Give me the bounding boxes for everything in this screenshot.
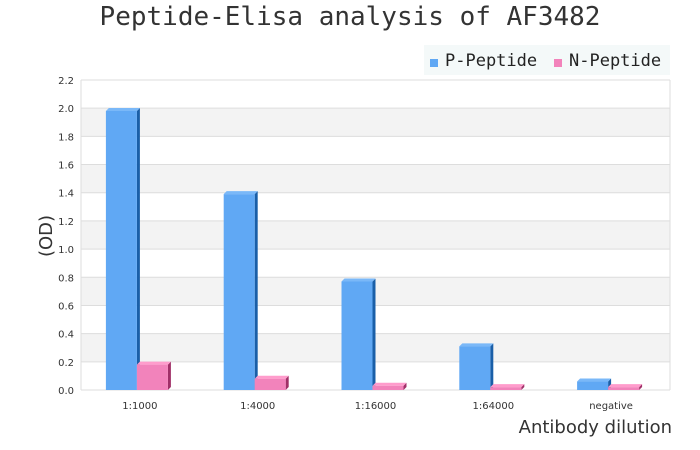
bar-top — [608, 384, 643, 388]
y-tick-label: 1.8 — [58, 132, 74, 143]
bar-side — [403, 382, 407, 390]
chart-title: Peptide-Elisa analysis of AF3482 — [99, 2, 601, 32]
bar-n-peptide-1:64000 — [490, 384, 525, 390]
y-tick-label: 2.0 — [58, 104, 74, 115]
y-tick-label: 1.2 — [58, 217, 74, 228]
x-tick-label: 1:64000 — [473, 401, 515, 412]
y-tick-label: 0.4 — [58, 330, 74, 341]
bar-p-peptide-1:16000 — [341, 278, 376, 390]
y-tick-label: 1.0 — [58, 245, 74, 256]
y-tick-label: 1.4 — [58, 189, 74, 200]
bar-front — [341, 281, 373, 390]
bar-top — [136, 361, 171, 365]
bar-front — [223, 194, 255, 390]
legend-item-p-peptide: P-Peptide — [430, 51, 537, 71]
grid-band — [81, 249, 670, 278]
bar-side — [372, 278, 376, 390]
bar-p-peptide-1:4000 — [223, 191, 258, 390]
bar-n-peptide-1:16000 — [372, 382, 407, 390]
bar-front — [136, 364, 168, 390]
legend-label: N-Peptide — [569, 51, 662, 71]
grid-band — [81, 164, 670, 193]
bar-n-peptide-negative — [608, 384, 643, 390]
bar-front — [459, 346, 491, 390]
bar-side — [167, 361, 171, 390]
grid-band — [81, 108, 670, 137]
x-tick-label: negative — [589, 401, 633, 412]
bar-front — [254, 378, 286, 390]
bar-side — [521, 384, 525, 390]
x-tick-label: 1:1000 — [122, 401, 157, 412]
legend-swatch — [430, 59, 438, 67]
bar-p-peptide-negative — [577, 378, 612, 390]
bar-n-peptide-1:4000 — [254, 375, 289, 390]
y-axis-label: (OD) — [36, 215, 57, 257]
bar-top — [459, 343, 494, 347]
bar-front — [608, 387, 640, 390]
bar-front — [490, 387, 522, 390]
grid-band — [81, 80, 670, 109]
y-tick-label: 0.2 — [58, 358, 74, 369]
legend: P-Peptide N-Peptide — [424, 45, 670, 75]
bar-side — [254, 191, 258, 390]
y-tick-label: 0.0 — [58, 386, 74, 397]
bar-top — [341, 278, 376, 282]
y-tick-label: 1.6 — [58, 161, 74, 172]
x-tick-label: 1:4000 — [240, 401, 275, 412]
bar-side — [639, 384, 643, 390]
bar-top — [577, 378, 612, 382]
bar-top — [254, 375, 289, 379]
y-tick-label: 0.6 — [58, 301, 74, 312]
grid-band — [81, 136, 670, 165]
bar-n-peptide-1:1000 — [136, 361, 171, 390]
x-tick-label: 1:16000 — [355, 401, 397, 412]
legend-item-n-peptide: N-Peptide — [554, 51, 661, 71]
bar-top — [105, 108, 140, 111]
bar-front — [105, 111, 137, 390]
bar-front — [372, 385, 404, 390]
bar-top — [490, 384, 525, 388]
bar-top — [223, 191, 258, 195]
bar-side — [136, 108, 140, 390]
y-tick-label: 2.2 — [58, 76, 74, 87]
x-axis-label: Antibody dilution — [519, 417, 672, 438]
bar-p-peptide-1:1000 — [105, 108, 140, 390]
bar-side — [285, 375, 289, 390]
grid-band — [81, 192, 670, 221]
bar-side — [490, 343, 494, 390]
bar-p-peptide-1:64000 — [459, 343, 494, 390]
y-tick-label: 0.8 — [58, 273, 74, 284]
legend-swatch — [554, 59, 562, 67]
grid-band — [81, 220, 670, 250]
bar-top — [372, 382, 407, 386]
legend-label: P-Peptide — [445, 51, 538, 71]
bar-front — [577, 381, 609, 390]
